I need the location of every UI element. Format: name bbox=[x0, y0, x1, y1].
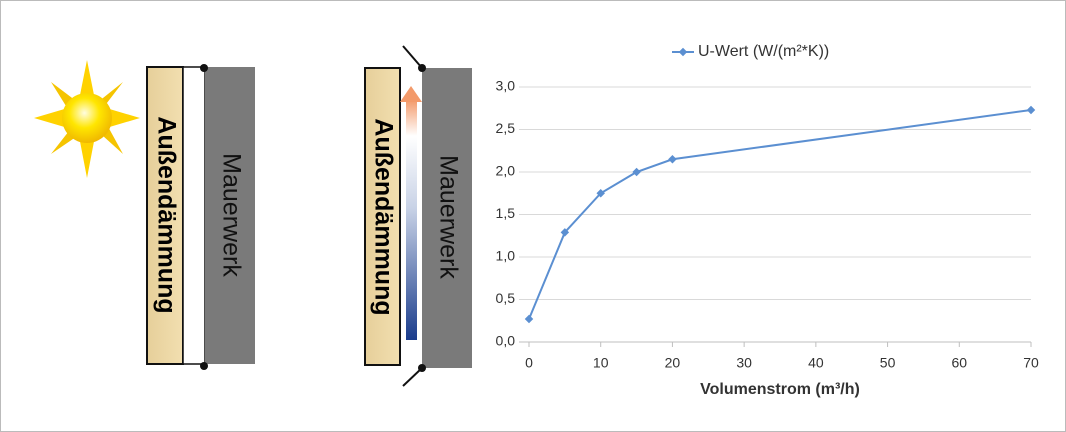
insulation-label: Außendämmung bbox=[369, 118, 397, 315]
legend-marker bbox=[679, 48, 687, 56]
figure: Außendämmung Mauerwerk Außendämmung Maue… bbox=[0, 0, 1066, 432]
y-tick-label: 3,0 bbox=[496, 78, 516, 94]
flow-arrow-head bbox=[400, 86, 422, 102]
legend-label: U-Wert (W/(m²*K)) bbox=[698, 43, 829, 60]
x-tick-label: 20 bbox=[665, 355, 681, 371]
x-tick-label: 40 bbox=[808, 355, 824, 371]
x-tick-label: 0 bbox=[525, 355, 533, 371]
y-tick-label: 0,5 bbox=[496, 290, 516, 306]
point bbox=[1027, 106, 1035, 114]
chart: 0,0 0,5 1,0 1,5 2,0 2,5 3,0 0 10 20 30 40 50 60 70 Volu… bbox=[496, 43, 1039, 398]
joint bbox=[200, 362, 208, 370]
y-tick-label: 0,0 bbox=[496, 333, 516, 349]
x-tick-label: 60 bbox=[951, 355, 967, 371]
flap bbox=[403, 46, 422, 68]
joint bbox=[200, 64, 208, 72]
air-gap bbox=[183, 67, 205, 364]
y-tick-label: 2,0 bbox=[496, 163, 516, 179]
joint bbox=[418, 64, 426, 72]
y-tick-label: 1,5 bbox=[496, 205, 516, 221]
x-tick-label: 50 bbox=[880, 355, 896, 371]
point bbox=[525, 315, 533, 323]
sun bbox=[34, 60, 140, 178]
x-tick-label: 10 bbox=[593, 355, 609, 371]
masonry-label: Mauerwerk bbox=[217, 153, 245, 277]
x-tick-label: 30 bbox=[736, 355, 752, 371]
air-flow bbox=[406, 100, 417, 340]
y-tick-label: 2,5 bbox=[496, 120, 516, 136]
point bbox=[632, 168, 640, 176]
masonry-label: Mauerwerk bbox=[434, 155, 462, 279]
joint bbox=[418, 364, 426, 372]
x-tick-label: 70 bbox=[1023, 355, 1039, 371]
y-tick-label: 1,0 bbox=[496, 248, 516, 264]
insulation-label: Außendämmung bbox=[152, 116, 180, 313]
point bbox=[668, 155, 676, 163]
x-axis-label: Volumenstrom (m³/h) bbox=[700, 381, 860, 398]
